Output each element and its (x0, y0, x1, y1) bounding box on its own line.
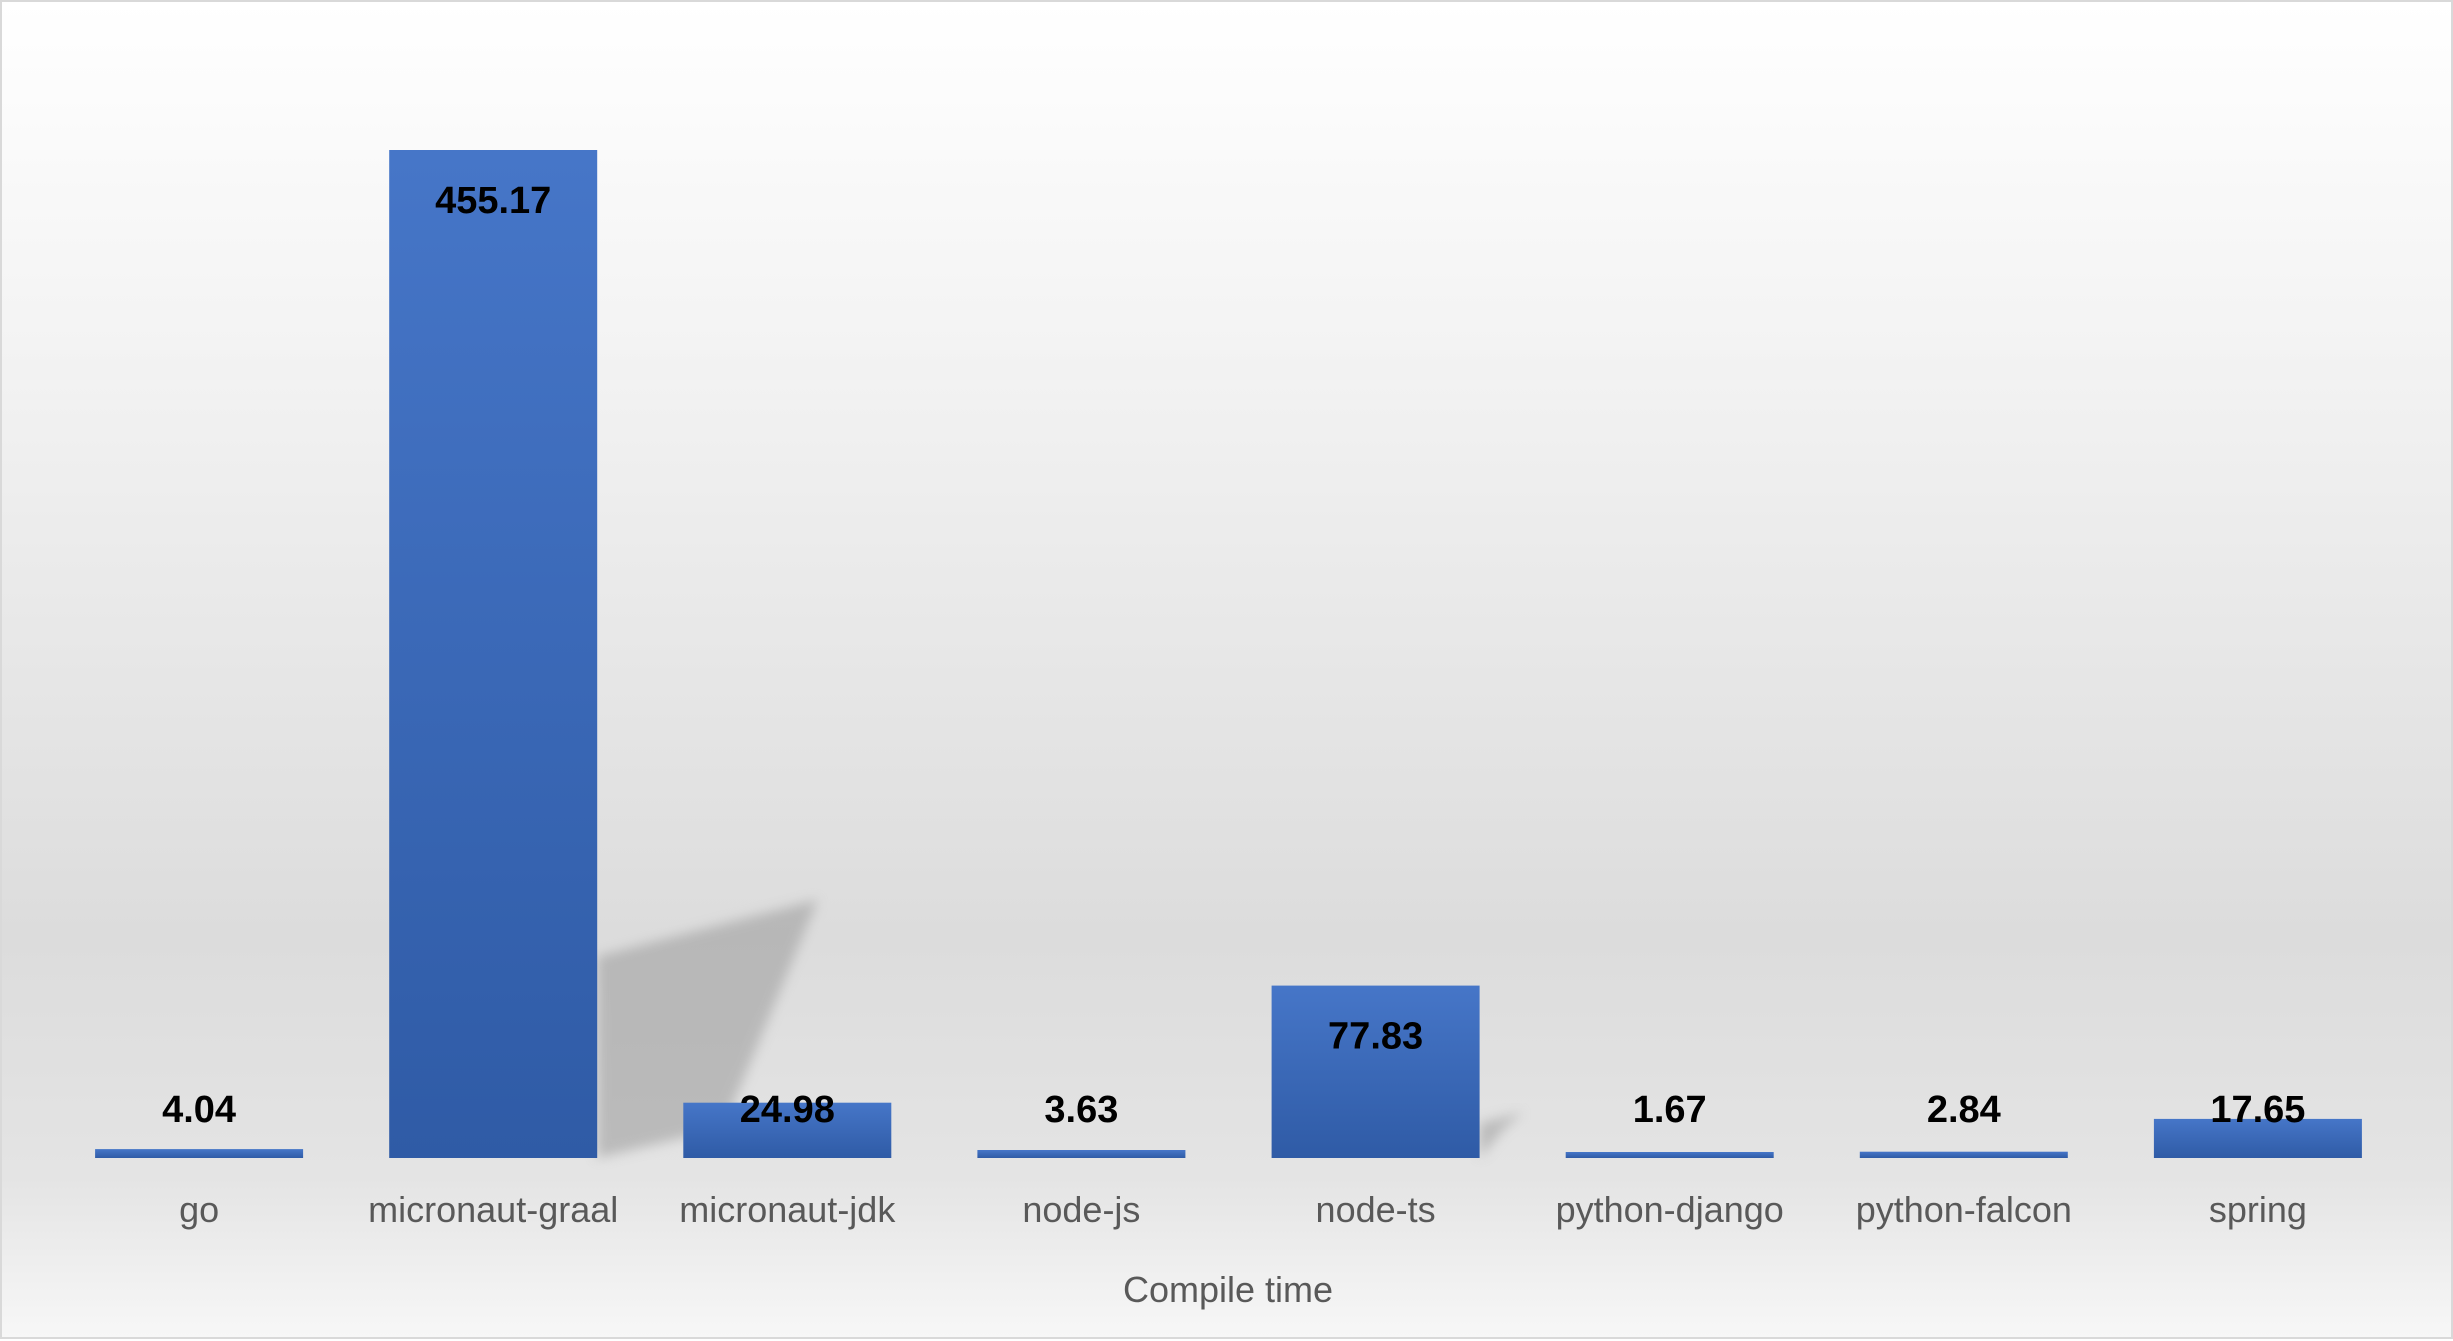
data-label-spring: 17.65 (2210, 1089, 2305, 1131)
bar-micronaut-jdk (683, 1102, 892, 1158)
data-label-go: 4.04 (162, 1089, 236, 1131)
category-label-node-js: node-js (1022, 1189, 1140, 1230)
bar-shadow-micronaut-graal (597, 899, 818, 1158)
data-label-micronaut-graal: 455.17 (435, 180, 551, 222)
category-label-micronaut-jdk: micronaut-jdk (679, 1189, 896, 1230)
category-label-node-ts: node-ts (1316, 1189, 1436, 1230)
data-label-micronaut-jdk: 24.98 (740, 1089, 835, 1131)
bar-python-falcon (1859, 1151, 2068, 1158)
data-label-python-falcon: 2.84 (1927, 1089, 2001, 1131)
x-axis-title: Compile time (1123, 1269, 1333, 1310)
category-label-python-falcon: python-falcon (1856, 1189, 2072, 1230)
bar-go (95, 1149, 304, 1158)
category-label-go: go (179, 1189, 219, 1230)
bars-group (95, 150, 2362, 1158)
data-label-node-ts: 77.83 (1328, 1016, 1423, 1058)
bar-node-ts (1271, 985, 1480, 1158)
data-labels-group: 4.04 455.17 24.98 3.63 77.83 1.67 2.84 17.65 (162, 180, 2305, 1131)
category-labels-group: go micronaut-graal micronaut-jdk node-js nod… (179, 1189, 2307, 1230)
data-label-node-js: 3.63 (1044, 1089, 1118, 1131)
bar-python-django (1565, 1152, 1774, 1158)
bar-shadows (597, 899, 1523, 1158)
bar-shadow-node-ts (1479, 1112, 1523, 1158)
data-label-python-django: 1.67 (1633, 1089, 1707, 1131)
category-label-spring: spring (2209, 1189, 2307, 1230)
category-label-python-django: python-django (1556, 1189, 1784, 1230)
bar-spring (2153, 1118, 2362, 1158)
bar-micronaut-graal (389, 150, 598, 1158)
bar-node-js (977, 1150, 1186, 1158)
category-label-micronaut-graal: micronaut-graal (368, 1189, 618, 1230)
